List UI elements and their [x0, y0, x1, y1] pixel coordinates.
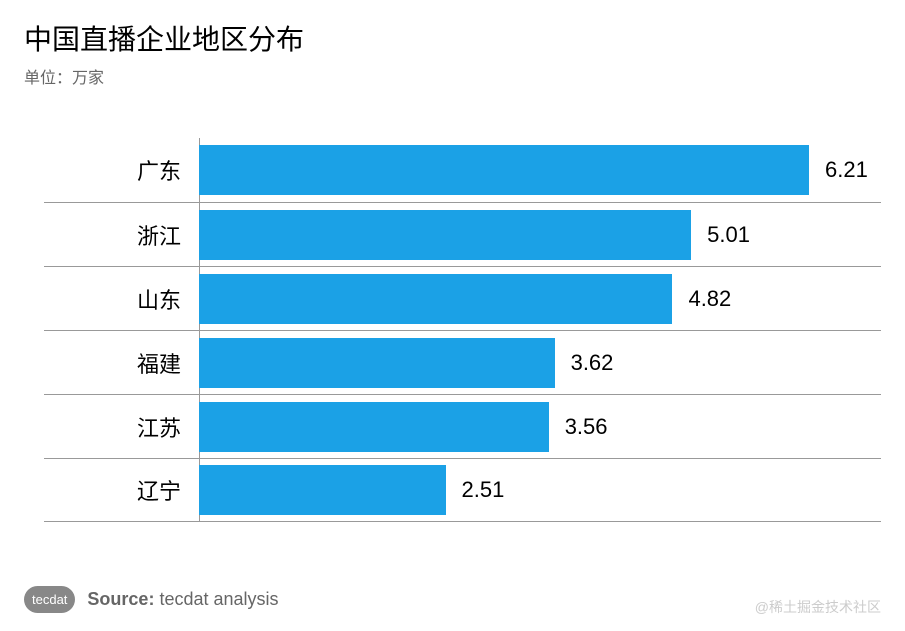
value-label: 3.56 [565, 414, 608, 440]
bar [199, 465, 446, 515]
bar-row: 广东 6.21 [44, 138, 881, 202]
logo-badge: tecdat [24, 586, 75, 613]
category-label: 江苏 [44, 411, 199, 443]
source-value: tecdat analysis [159, 589, 278, 609]
bar-row: 山东 4.82 [44, 266, 881, 330]
bar-container: 3.62 [199, 331, 881, 394]
bar-container: 3.56 [199, 395, 881, 458]
source-text: Source: tecdat analysis [87, 589, 278, 610]
watermark: @稀土掘金技术社区 [755, 597, 881, 617]
bars-container: 广东 6.21 浙江 5.01 山东 4.82 福建 3.62 江苏 3.56 辽宁 2.51 [44, 138, 881, 522]
category-label: 浙江 [44, 219, 199, 251]
bar-row: 浙江 5.01 [44, 202, 881, 266]
bar [199, 145, 809, 195]
bar [199, 338, 555, 388]
bar-row: 辽宁 2.51 [44, 458, 881, 522]
bar [199, 402, 549, 452]
chart-title: 中国直播企业地区分布 [24, 18, 881, 58]
category-label: 广东 [44, 154, 199, 186]
value-label: 2.51 [462, 477, 505, 503]
bar-row: 江苏 3.56 [44, 394, 881, 458]
value-label: 5.01 [707, 222, 750, 248]
source-label: Source: [87, 589, 154, 609]
category-label: 山东 [44, 283, 199, 315]
category-label: 辽宁 [44, 474, 199, 506]
bar-container: 5.01 [199, 203, 881, 266]
category-label: 福建 [44, 347, 199, 379]
bar-container: 6.21 [199, 138, 881, 202]
bar-row: 福建 3.62 [44, 330, 881, 394]
bar [199, 210, 691, 260]
chart-subtitle: 单位：万家 [24, 64, 881, 88]
footer: tecdat Source: tecdat analysis [24, 586, 279, 613]
bar-container: 4.82 [199, 267, 881, 330]
value-label: 6.21 [825, 157, 868, 183]
value-label: 3.62 [571, 350, 614, 376]
value-label: 4.82 [688, 286, 731, 312]
bar-container: 2.51 [199, 459, 881, 521]
chart-area: 广东 6.21 浙江 5.01 山东 4.82 福建 3.62 江苏 3.56 辽宁 2.51 [24, 138, 881, 522]
bar [199, 274, 672, 324]
